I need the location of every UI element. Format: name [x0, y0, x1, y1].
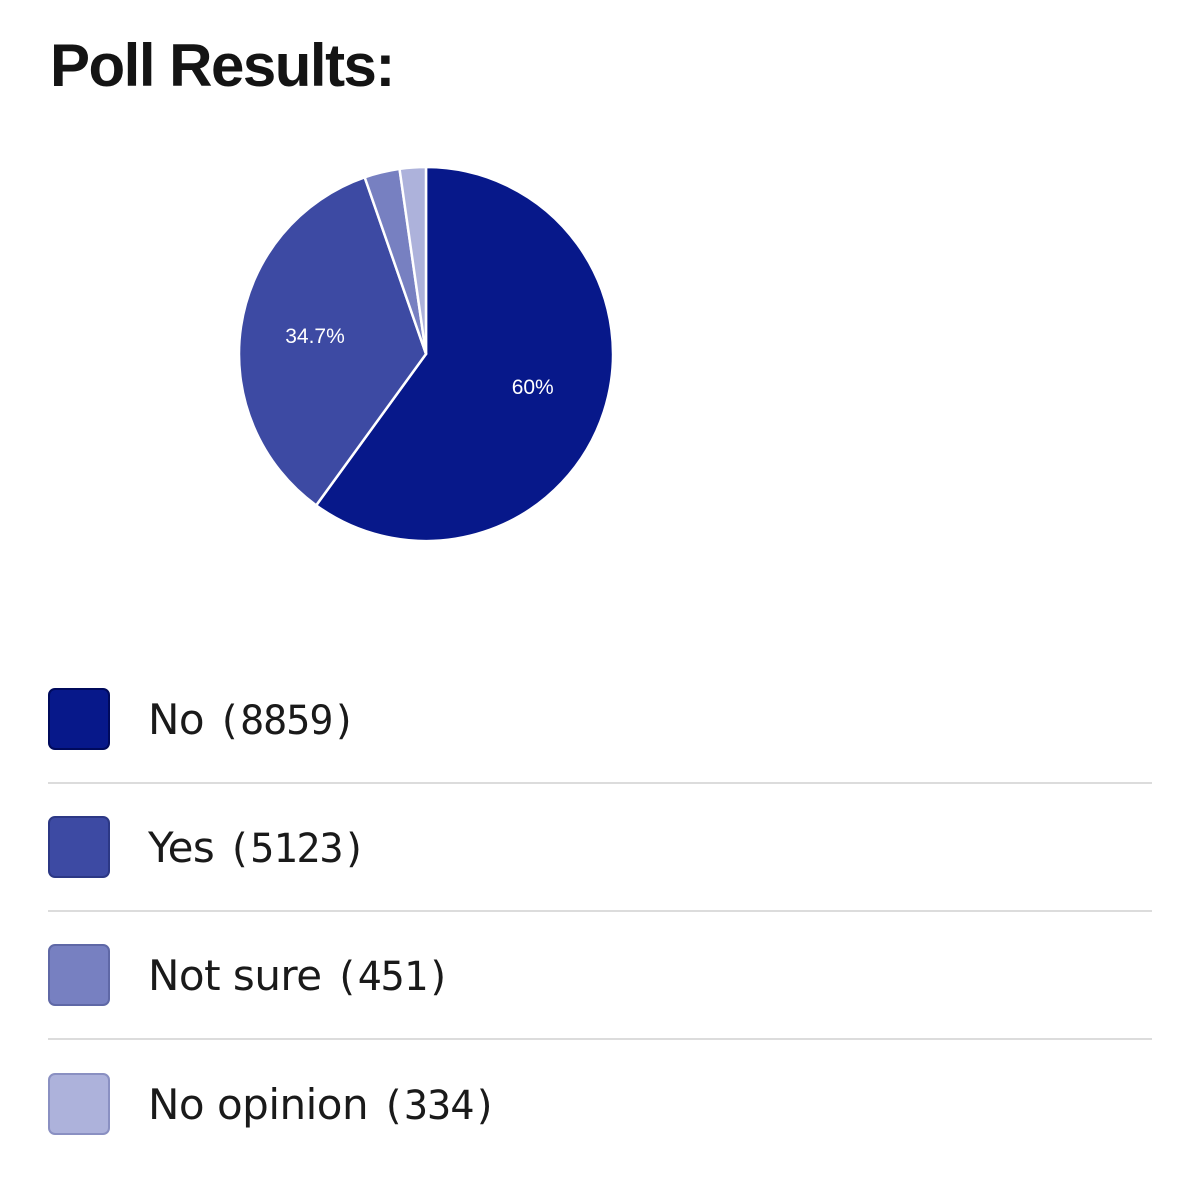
pie-label-yes: 34.7% — [285, 325, 345, 348]
legend-swatch-no — [48, 688, 110, 750]
pie-slice-yes[interactable] — [237, 176, 428, 507]
legend-count-no: (8859) — [216, 697, 356, 744]
pie-chart: 60% 34.7% — [0, 0, 700, 600]
chart-legend: No (8859) Yes (5123) Not sure (451) No o… — [48, 656, 1152, 1168]
legend-label-not-sure: Not sure — [148, 950, 322, 1000]
pie-slice-no-opinion[interactable] — [398, 165, 428, 356]
legend-item-yes[interactable]: Yes (5123) — [48, 784, 1152, 912]
legend-text-no: No (8859) — [148, 694, 356, 744]
legend-item-no[interactable]: No (8859) — [48, 656, 1152, 784]
pie-label-no: 60% — [512, 376, 554, 399]
legend-text-yes: Yes (5123) — [148, 822, 367, 872]
legend-count-not-sure: (451) — [334, 953, 450, 1000]
legend-swatch-yes — [48, 816, 110, 878]
pie-chart-svg: 60% 34.7% — [237, 165, 615, 543]
legend-label-yes: Yes — [148, 822, 215, 872]
legend-item-not-sure[interactable]: Not sure (451) — [48, 912, 1152, 1040]
legend-text-not-sure: Not sure (451) — [148, 950, 451, 1000]
legend-item-no-opinion[interactable]: No opinion (334) — [48, 1040, 1152, 1168]
legend-swatch-not-sure — [48, 944, 110, 1006]
legend-swatch-no-opinion — [48, 1073, 110, 1135]
legend-count-no-opinion: (334) — [380, 1082, 497, 1129]
pie-slice-no[interactable] — [314, 165, 615, 543]
legend-text-no-opinion: No opinion (334) — [148, 1079, 497, 1129]
legend-label-no-opinion: No opinion — [148, 1079, 369, 1129]
poll-title: Poll Results: — [50, 32, 395, 99]
legend-count-yes: (5123) — [227, 825, 366, 872]
legend-label-no: No — [148, 694, 205, 744]
